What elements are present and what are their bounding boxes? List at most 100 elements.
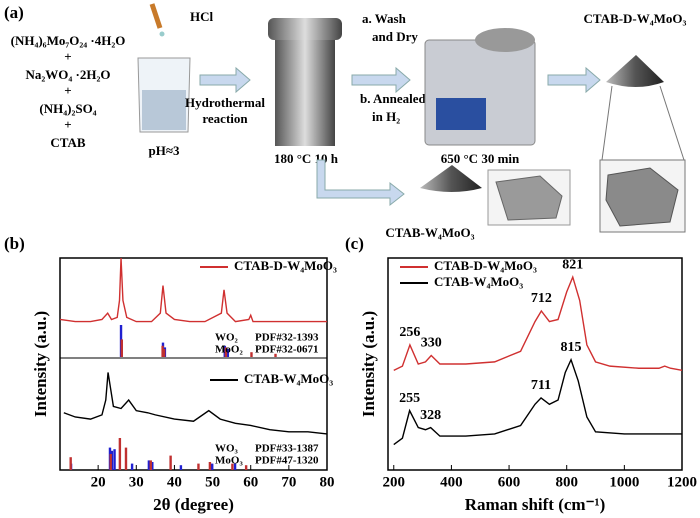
- arrow: [351, 66, 411, 94]
- crystal: [605, 167, 679, 227]
- reference-pdf: PDF#32-0671: [255, 344, 319, 356]
- reference-stick: [274, 353, 277, 357]
- cone: [606, 55, 664, 87]
- furnace-tube: [475, 28, 535, 52]
- arrow: [547, 66, 601, 94]
- panel-label: (c): [345, 234, 364, 253]
- zoom-line: [601, 85, 685, 161]
- reagent: CTAB: [50, 135, 85, 150]
- legend-label: CTAB-D-W₄MoO₃: [434, 258, 537, 273]
- legend-label: CTAB-W₄MoO₃: [434, 274, 523, 289]
- reference-stick: [162, 349, 166, 357]
- peak-label: 821: [562, 257, 583, 272]
- reference-stick: [149, 460, 152, 470]
- reagent: (NH₄)₂SO₄: [39, 101, 96, 116]
- peak-label: 256: [399, 325, 420, 340]
- step-text: and Dry: [372, 29, 418, 44]
- autoclave-lid: [268, 18, 342, 40]
- product: CTAB-W₄MoO₃: [385, 225, 474, 240]
- peak-label: 815: [561, 340, 582, 355]
- reagent: (NH₄)₆Mo₇O₂₄ ·4H₂O: [11, 33, 126, 48]
- reference-pdf: PDF#33-1387: [255, 443, 319, 455]
- arrow: [316, 159, 405, 207]
- step-text: b. Annealed: [360, 91, 427, 106]
- solution: [142, 90, 186, 130]
- reagent: +: [64, 117, 71, 132]
- reference-pdf: PDF#32-1393: [255, 332, 319, 344]
- reference-stick: [244, 465, 248, 470]
- panel-label: (b): [4, 234, 25, 253]
- furnace-panel: [436, 98, 486, 130]
- reagent: +: [64, 49, 71, 64]
- reference-stick: [224, 347, 228, 357]
- reference-stick: [208, 462, 212, 470]
- reference-stick: [161, 345, 164, 357]
- reference-stick: [113, 449, 116, 470]
- reference-stick: [120, 339, 123, 357]
- x-tick-label: 70: [281, 474, 296, 490]
- reference-stick: [179, 465, 183, 470]
- condition: 180 °C 10 h: [274, 151, 339, 166]
- autoclave: [275, 40, 335, 146]
- legend-label: CTAB-D-W₄MoO₃: [234, 258, 337, 273]
- reference-name: WO₂: [215, 332, 239, 344]
- x-tick-label: 30: [129, 474, 144, 490]
- reference-stick: [233, 463, 237, 470]
- crystal: [495, 175, 563, 221]
- step-text: Hydrothermal: [185, 95, 265, 110]
- reference-stick: [147, 460, 151, 470]
- reference-stick: [231, 463, 234, 470]
- reference-stick: [124, 447, 128, 470]
- reference-stick: [210, 463, 214, 470]
- ph: pH≈3: [149, 143, 180, 158]
- x-tick-label: 20: [91, 474, 106, 490]
- x-axis-label: 2θ (degree): [153, 495, 234, 514]
- plot-frame: [59, 257, 328, 471]
- reference-stick: [250, 352, 253, 357]
- plot-frame: [387, 257, 683, 471]
- legend-label: CTAB-W₄MoO₃: [244, 371, 333, 386]
- product: CTAB-D-W₄MoO₃: [584, 11, 687, 26]
- reagent: Na₂WO₄ ·2H₂O: [25, 67, 110, 82]
- reference-stick: [118, 438, 122, 470]
- reference-stick: [226, 349, 230, 357]
- reference-stick: [130, 463, 134, 470]
- peak-label: 712: [531, 291, 552, 306]
- x-tick-label: 400: [440, 474, 463, 490]
- reference-name: MoO₂: [215, 344, 243, 356]
- x-tick-label: 1200: [667, 474, 697, 490]
- dropper: [149, 3, 163, 29]
- reference-name: WO₃: [215, 443, 239, 455]
- x-tick-label: 40: [167, 474, 182, 490]
- arrow: [199, 66, 251, 94]
- peak-label: 255: [399, 391, 420, 406]
- x-tick-label: 50: [205, 474, 220, 490]
- cone: [420, 165, 482, 192]
- scheme: (a) (NH₄)₆Mo₇O₂₄ ·4H₂O + Na₂WO₄ ·2H₂O + …: [4, 3, 687, 240]
- data-line: [393, 274, 683, 372]
- panel-label: (a): [4, 3, 24, 22]
- peak-label: 328: [420, 408, 441, 423]
- x-axis-label: Raman shift (cm⁻¹): [465, 495, 606, 514]
- condition: 650 °C 30 min: [441, 151, 520, 166]
- peak-label: 711: [531, 378, 551, 393]
- reference-name: MoO₃: [215, 455, 243, 467]
- drop: [159, 31, 165, 37]
- reference-stick: [169, 455, 172, 470]
- data-line: [63, 372, 328, 435]
- x-tick-label: 200: [383, 474, 406, 490]
- acid: HCl: [190, 9, 214, 24]
- x-tick-label: 600: [498, 474, 521, 490]
- data-line: [393, 357, 682, 446]
- reference-stick: [69, 457, 72, 470]
- y-axis-label: Intensity (a.u.): [359, 311, 378, 417]
- x-tick-label: 80: [320, 474, 335, 490]
- reference-stick: [109, 454, 112, 470]
- peak-label: 330: [421, 336, 442, 351]
- reagent: +: [64, 83, 71, 98]
- reference-pdf: PDF#47-1320: [255, 455, 319, 467]
- x-tick-label: 1000: [609, 474, 639, 490]
- reference-stick: [197, 463, 200, 470]
- data-line: [59, 257, 327, 323]
